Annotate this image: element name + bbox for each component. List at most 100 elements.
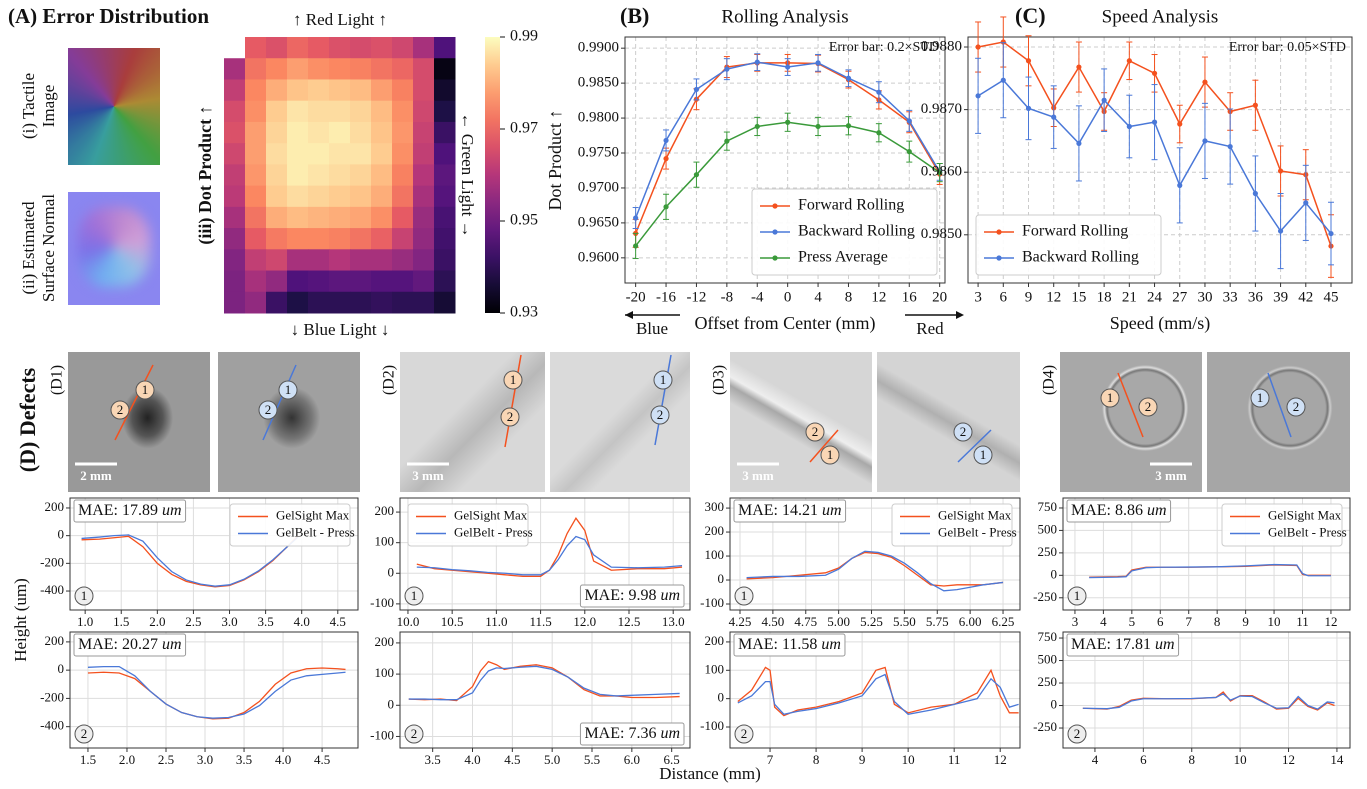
point	[937, 169, 943, 176]
heatmap-cell	[266, 37, 288, 59]
heatmap-cell	[329, 228, 351, 250]
scale-label: 3 mm	[742, 468, 774, 483]
profile-marker	[110, 400, 130, 420]
heatmap-cell	[413, 121, 435, 144]
annotation-unit: um	[1155, 636, 1175, 653]
heatmap-cell	[392, 37, 414, 59]
heatmap-cell	[329, 249, 351, 272]
heatmap-cell	[308, 58, 330, 80]
heatmap-cell	[224, 185, 246, 208]
heatmap-cell	[371, 270, 393, 293]
point	[1328, 230, 1334, 237]
heatmap-cell	[434, 79, 456, 102]
heatmap-cell	[308, 185, 330, 208]
x-tick-label: 6	[1000, 289, 1008, 305]
colorbar-tick-label: 0.95	[510, 212, 538, 229]
annotation-unit: um	[660, 587, 680, 604]
legend-box	[1221, 503, 1343, 547]
heatmap-cell	[266, 206, 288, 229]
image-label: Image	[39, 85, 58, 127]
y-axis-label: Height (um)	[11, 578, 30, 662]
heatmap-cell	[371, 228, 393, 250]
heatmap-cell	[329, 143, 351, 165]
x-tick-label: 3.0	[197, 752, 213, 767]
legend-box	[891, 503, 1013, 547]
profile-marker	[278, 380, 298, 400]
heatmap-cell	[329, 37, 351, 59]
heatmap-cell	[245, 249, 267, 272]
series-line	[746, 551, 1004, 587]
x-tick-label: 2.5	[158, 752, 174, 767]
x-tick-label: 14	[1330, 752, 1344, 767]
point	[1151, 119, 1158, 125]
heatmap-cell	[266, 249, 288, 272]
heatmap-cell	[413, 270, 435, 293]
x-tick-label: -4	[751, 289, 764, 305]
x-tick-label: 12	[1282, 752, 1295, 767]
annotation-text: MAE: 17.81	[1071, 636, 1151, 653]
heatmap-cell	[350, 37, 372, 59]
plot-frame	[729, 497, 1021, 611]
x-tick-label: 6	[1157, 614, 1164, 629]
point	[1126, 123, 1132, 130]
x-tick-label: -16	[656, 289, 676, 305]
y-tick-label: 0.9800	[578, 110, 619, 126]
profile-marker-label: 1	[285, 382, 292, 397]
point	[1252, 190, 1258, 197]
heatmap-cell	[287, 291, 309, 314]
x-tick-label: 5.0	[544, 752, 560, 767]
legend-label: Backward Rolling	[1022, 249, 1139, 266]
y-tick-label: 100	[705, 547, 725, 562]
annotation: MAE: 11.58 um	[738, 636, 841, 653]
profile-marker	[734, 724, 754, 744]
profile-line	[809, 429, 839, 463]
heatmap-cell	[245, 185, 267, 208]
plot-frame	[69, 631, 359, 749]
profile-marker-label: 2	[657, 407, 664, 422]
annotation: Error bar: 0.05×STD	[1229, 40, 1346, 55]
y-tick-label: 250	[1038, 674, 1058, 689]
x-tick-label: 20	[932, 289, 947, 305]
profile-marker	[805, 422, 825, 442]
heatmap-cell	[245, 164, 267, 187]
legend-label: GelBelt - Press	[276, 524, 355, 539]
defect-image	[68, 352, 210, 492]
series-line	[408, 665, 680, 701]
x-tick-label: 4	[814, 289, 822, 305]
heatmap-cell	[287, 100, 309, 123]
y-tick-label: 0.9900	[578, 40, 619, 56]
heatmap-cell	[329, 121, 351, 144]
heatmap-cell	[224, 228, 246, 250]
point	[1101, 97, 1107, 103]
heatmap-cell	[287, 185, 309, 208]
y-axis-label: Dot Product ↑	[545, 110, 565, 211]
x-tick-label: 3.5	[425, 752, 441, 767]
annotation-text: MAE: 9.98	[584, 587, 656, 604]
profile-marker	[1286, 397, 1306, 417]
series-line	[737, 666, 1019, 717]
y-tick-label: 0.9850	[578, 75, 619, 91]
legend-label: GelSight Max	[1268, 507, 1342, 522]
x-tick-label: 1.5	[80, 752, 96, 767]
legend-label: GelSight Max	[938, 507, 1012, 522]
profile-marker	[734, 586, 754, 606]
legend-marker	[772, 255, 778, 261]
x-tick-label: 4.0	[275, 752, 291, 767]
y-tick-label: 0	[388, 696, 395, 711]
annotation: MAE: 8.86 um	[1071, 502, 1167, 519]
heatmap-cell	[308, 143, 330, 165]
y-tick-label: -400	[40, 582, 64, 597]
axis-label: (iii) Dot Product ↑	[195, 105, 216, 244]
x-tick-label: 6	[1140, 752, 1147, 767]
panel-title: (A) Error Distribution	[8, 4, 209, 28]
series-line	[81, 534, 299, 587]
x-tick-label: 9	[859, 752, 866, 767]
heatmap-cell	[266, 100, 288, 123]
heatmap-cell	[245, 143, 267, 165]
point	[1000, 39, 1006, 45]
annotation-unit: um	[660, 725, 680, 742]
heatmap-cell	[224, 270, 246, 293]
heatmap-cell	[371, 185, 393, 208]
y-tick-label: -100	[700, 595, 724, 610]
